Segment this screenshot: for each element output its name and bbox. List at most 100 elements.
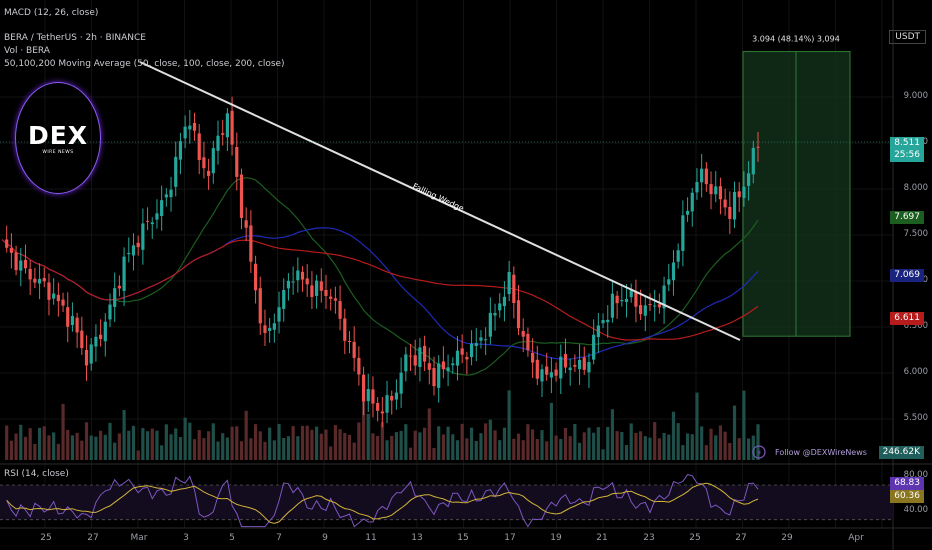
volume-bar — [235, 426, 239, 460]
ma100-badge: 7.069 — [890, 269, 924, 282]
time-tick-label: 9 — [322, 533, 328, 543]
candle-body — [408, 355, 413, 357]
time-tick-label: 5 — [229, 533, 235, 543]
bolt-icon — [752, 445, 766, 459]
candle-body — [282, 290, 286, 309]
candle-body — [446, 367, 450, 372]
rsi-ma-line — [6, 482, 759, 524]
volume-bar — [188, 422, 192, 460]
volume-bar — [145, 431, 150, 460]
time-tick-label: 27 — [87, 533, 99, 543]
volume-bar — [469, 427, 474, 460]
volume-bar — [117, 433, 121, 460]
target-measure-label: 3.094 (48.14%) 3,094 — [752, 35, 840, 44]
volume-bar — [333, 425, 337, 460]
volume-bar — [75, 432, 79, 460]
rsi-pane — [0, 474, 893, 528]
candle-body — [606, 319, 610, 323]
volume-bar — [94, 436, 98, 460]
macd-legend[interactable]: MACD (12, 26, close) — [4, 8, 99, 18]
candle-body — [202, 157, 206, 169]
time-tick-label: 21 — [596, 533, 608, 543]
candle-body — [488, 312, 492, 337]
candle-body — [84, 349, 89, 366]
candle-body — [89, 344, 93, 364]
candle-body — [207, 170, 211, 176]
candle-body — [371, 389, 375, 404]
candle-body — [14, 252, 18, 271]
candle-body — [592, 334, 596, 360]
falling-wedge-label: Falling Wedge — [411, 182, 465, 214]
falling-wedge-trendline[interactable] — [139, 61, 741, 341]
volume-bar — [474, 440, 478, 460]
volume-bar — [432, 448, 436, 460]
candle-body — [507, 272, 511, 295]
volume-bar — [676, 423, 680, 460]
ma200-line — [1, 239, 759, 341]
volume-legend[interactable]: Vol · BERA — [4, 46, 50, 56]
candle-body — [42, 277, 46, 282]
volume-bar — [620, 432, 624, 460]
candle-body — [469, 343, 474, 358]
candle-body — [671, 262, 676, 281]
candle-body — [136, 242, 140, 248]
ma-legend[interactable]: 50,100,200 Moving Average (50, close, 10… — [4, 59, 285, 69]
candle-body — [197, 133, 201, 160]
volume-bar — [329, 446, 333, 460]
volume-bar — [408, 447, 413, 460]
volume-bar — [19, 424, 23, 460]
currency-button[interactable]: USDT — [889, 30, 926, 44]
candle-body — [131, 245, 136, 256]
volume-bar — [587, 427, 591, 460]
follow-label[interactable]: ⚡ Follow @DEXWireNews — [752, 445, 867, 459]
candle-body — [629, 290, 633, 298]
volume-bar — [272, 440, 276, 460]
volume-bar — [207, 431, 211, 460]
price-candles — [5, 96, 760, 428]
volume-bar — [89, 435, 93, 460]
candle-body — [685, 210, 690, 215]
candle-body — [70, 316, 75, 326]
time-tick-label: 25 — [40, 533, 52, 543]
volume-bar — [526, 424, 530, 460]
ma200-badge: 6.611 — [890, 312, 924, 325]
candle-body — [498, 303, 502, 311]
candle-body — [718, 186, 723, 200]
volume-bar — [441, 434, 445, 460]
time-tick-label: 13 — [411, 533, 423, 543]
volume-bar — [122, 410, 126, 460]
rsi-ma-badge: 60.36 — [890, 490, 924, 503]
volume-bar — [253, 424, 258, 460]
time-tick-label: 25 — [689, 533, 701, 543]
volume-bar — [14, 433, 18, 460]
candle-body — [526, 333, 530, 351]
volume-bar — [127, 430, 131, 460]
candle-body — [183, 126, 187, 139]
volume-bar — [192, 439, 197, 460]
volume-bar — [685, 433, 690, 460]
candle-body — [366, 389, 370, 402]
price-tick-label: 5.500 — [903, 413, 928, 423]
volume-bar — [47, 435, 51, 460]
volume-bar — [376, 435, 380, 460]
volume-bar — [390, 435, 394, 460]
rsi-band — [0, 485, 893, 520]
volume-bar — [737, 438, 741, 460]
rsi-legend[interactable]: RSI (14, close) — [4, 469, 69, 479]
candle-body — [221, 133, 225, 135]
volume-bar — [747, 438, 751, 460]
candle-body — [634, 292, 638, 307]
volume-bar — [615, 431, 619, 460]
candle-body — [188, 125, 192, 130]
candle-body — [249, 225, 253, 262]
candle-body — [352, 341, 356, 358]
volume-bar — [549, 402, 553, 460]
symbol-legend[interactable]: BERA / TetherUS · 2h · BINANCE — [4, 33, 146, 43]
volume-bar — [516, 433, 521, 460]
time-tick-label: Mar — [130, 533, 148, 543]
volume-bar — [653, 422, 657, 460]
price-tick-label: 7.500 — [903, 229, 928, 239]
rsi-line — [6, 474, 759, 528]
candle-body — [709, 184, 713, 195]
